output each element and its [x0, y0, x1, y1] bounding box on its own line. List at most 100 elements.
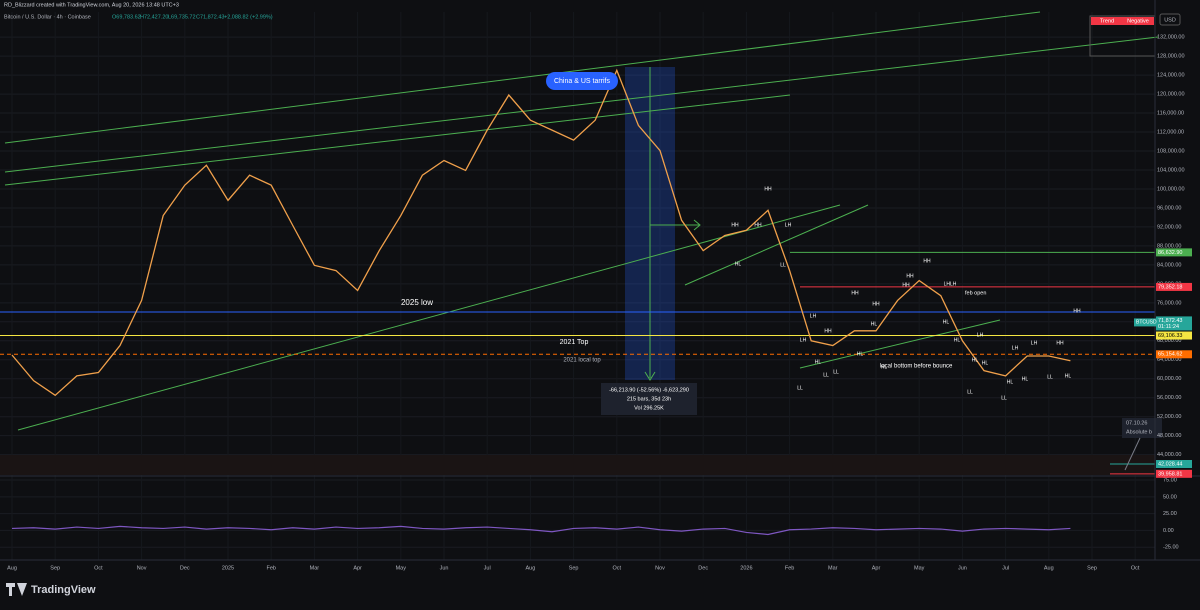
note-box — [1122, 418, 1162, 438]
annotation: 2021 local top — [563, 358, 601, 364]
footer — [0, 577, 1200, 605]
currency-button[interactable] — [1159, 13, 1181, 26]
trend-line — [4, 36, 1159, 173]
measure-box — [601, 383, 697, 415]
structure-label: HL — [857, 351, 864, 357]
y-tick-label: 84,000.00 — [1157, 262, 1181, 268]
structure-label: HL — [982, 360, 989, 366]
plot — [0, 68, 1155, 475]
trend-line — [684, 204, 869, 286]
y-tick-label: 25.00 — [1163, 511, 1177, 517]
y-tick-label: 120,000.00 — [1157, 92, 1185, 98]
y-tick-label: 96,000.00 — [1157, 205, 1181, 211]
price-badge-label: 86,632.90 — [1158, 250, 1182, 256]
measure-arrow-head — [644, 371, 656, 381]
annotation: China & US tarrifs — [554, 78, 611, 85]
structure-label: HL — [1022, 376, 1029, 382]
annotation: local bottom before bounce — [880, 364, 953, 370]
y-tick-label: 92,000.00 — [1157, 224, 1181, 230]
y-tick-label: 48,000.00 — [1157, 433, 1181, 439]
x-tick-label: Aug — [7, 565, 17, 571]
ohlc-open: O69,783.62 — [112, 14, 141, 20]
price-badge — [1156, 350, 1192, 359]
y-tick-label: 108,000.00 — [1157, 148, 1185, 154]
trend-cell — [1091, 17, 1123, 25]
x-tick-label: May — [914, 565, 925, 571]
y-tick-label: 44,000.00 — [1157, 452, 1181, 458]
trend-line — [799, 319, 1001, 369]
y-tick-label: 50.00 — [1163, 494, 1177, 500]
x-tick-label: Aug — [1044, 565, 1054, 571]
note: 07.10.26 — [1126, 420, 1147, 426]
structure-label: HL — [871, 321, 878, 327]
x-tick-label: Mar — [828, 565, 838, 571]
measure-arrow-head — [693, 219, 701, 231]
structure-label: LL — [967, 389, 973, 395]
price-badge-label: 69,106.33 — [1158, 333, 1182, 339]
y-tick-label: 88,000.00 — [1157, 243, 1181, 249]
trend-cell — [1123, 17, 1154, 25]
price-badge — [1156, 282, 1192, 291]
price-badge-label: 79,352.18 — [1158, 284, 1182, 290]
structure-label: HH — [906, 273, 914, 279]
x-tick-label: Oct — [613, 565, 622, 571]
structure-label: LL — [780, 262, 786, 268]
y-tick-label: 56,000.00 — [1157, 395, 1181, 401]
annotation: feb open — [965, 290, 986, 296]
x-tick-label: Apr — [872, 565, 881, 571]
y-tick-label: 132,000.00 — [1157, 35, 1185, 41]
ohlc-low: L69,735.72 — [168, 14, 196, 20]
y-tick-label: 76,000.00 — [1157, 300, 1181, 306]
price-badge — [1156, 248, 1192, 257]
structure-label: LH — [785, 222, 792, 228]
note: Absolute b — [1126, 429, 1152, 435]
x-tick-label: Oct — [1131, 565, 1140, 571]
y-tick-label: 52,000.00 — [1157, 414, 1181, 420]
structure-label: LH — [800, 337, 807, 343]
y-tick-label: 124,000.00 — [1157, 73, 1185, 79]
y-tick-label: 100,000.00 — [1157, 186, 1185, 192]
x-tick-label: Sep — [569, 565, 579, 571]
structure-label: HL — [954, 337, 961, 343]
x-tick-label: Dec — [180, 565, 190, 571]
currency[interactable]: USD — [1164, 17, 1176, 23]
created-line: RD_Blizzard created with TradingView.com… — [4, 2, 179, 8]
structure-label: HH — [731, 222, 739, 228]
structure-label: LH — [977, 332, 984, 338]
x-tick-label: Jun — [440, 565, 449, 571]
structure-label: HH — [923, 258, 931, 264]
last-price: 71,872.43 — [1158, 318, 1182, 324]
structure-label: LHLH — [944, 281, 957, 287]
x-tick-label: Sep — [50, 565, 60, 571]
structure-label: HL — [943, 319, 950, 325]
structure-label: HH — [754, 222, 762, 228]
price-badge — [1156, 460, 1192, 469]
structure-label: HL — [881, 364, 888, 370]
ohlc-high: H72,427.20 — [140, 14, 168, 20]
y-tick-label: 112,000.00 — [1157, 129, 1184, 135]
structure-label: LL — [833, 369, 839, 375]
symbol: Bitcoin / U.S. Dollar · 4h · Coinbase — [4, 14, 91, 20]
structure-label: HH — [824, 328, 832, 334]
price-badge-label: 39,958.81 — [1158, 471, 1182, 477]
ohlc-change: +2,088.82 (+2.99%) — [224, 14, 273, 20]
structure-label: HL — [972, 357, 979, 363]
structure-label: LH — [1031, 340, 1038, 346]
symbol-badge — [1134, 318, 1156, 327]
x-tick-label: Nov — [137, 565, 147, 571]
price-badge — [1156, 331, 1192, 340]
x-tick-label: Feb — [266, 565, 275, 571]
x-tick-label: Sep — [1087, 565, 1097, 571]
oscillator-line — [11, 525, 1071, 536]
structure-label: HL — [1007, 379, 1014, 385]
trend-line — [4, 94, 791, 186]
structure-label: HH — [902, 282, 910, 288]
brand: TradingView — [31, 584, 96, 596]
trend-lines — [4, 11, 1159, 431]
structure-label: HH — [1056, 340, 1064, 346]
x-tick-label: 2025 — [222, 565, 234, 571]
trend-line — [4, 11, 1041, 144]
x-tick-label: Jul — [484, 565, 491, 571]
structure-label: LL — [797, 385, 803, 391]
